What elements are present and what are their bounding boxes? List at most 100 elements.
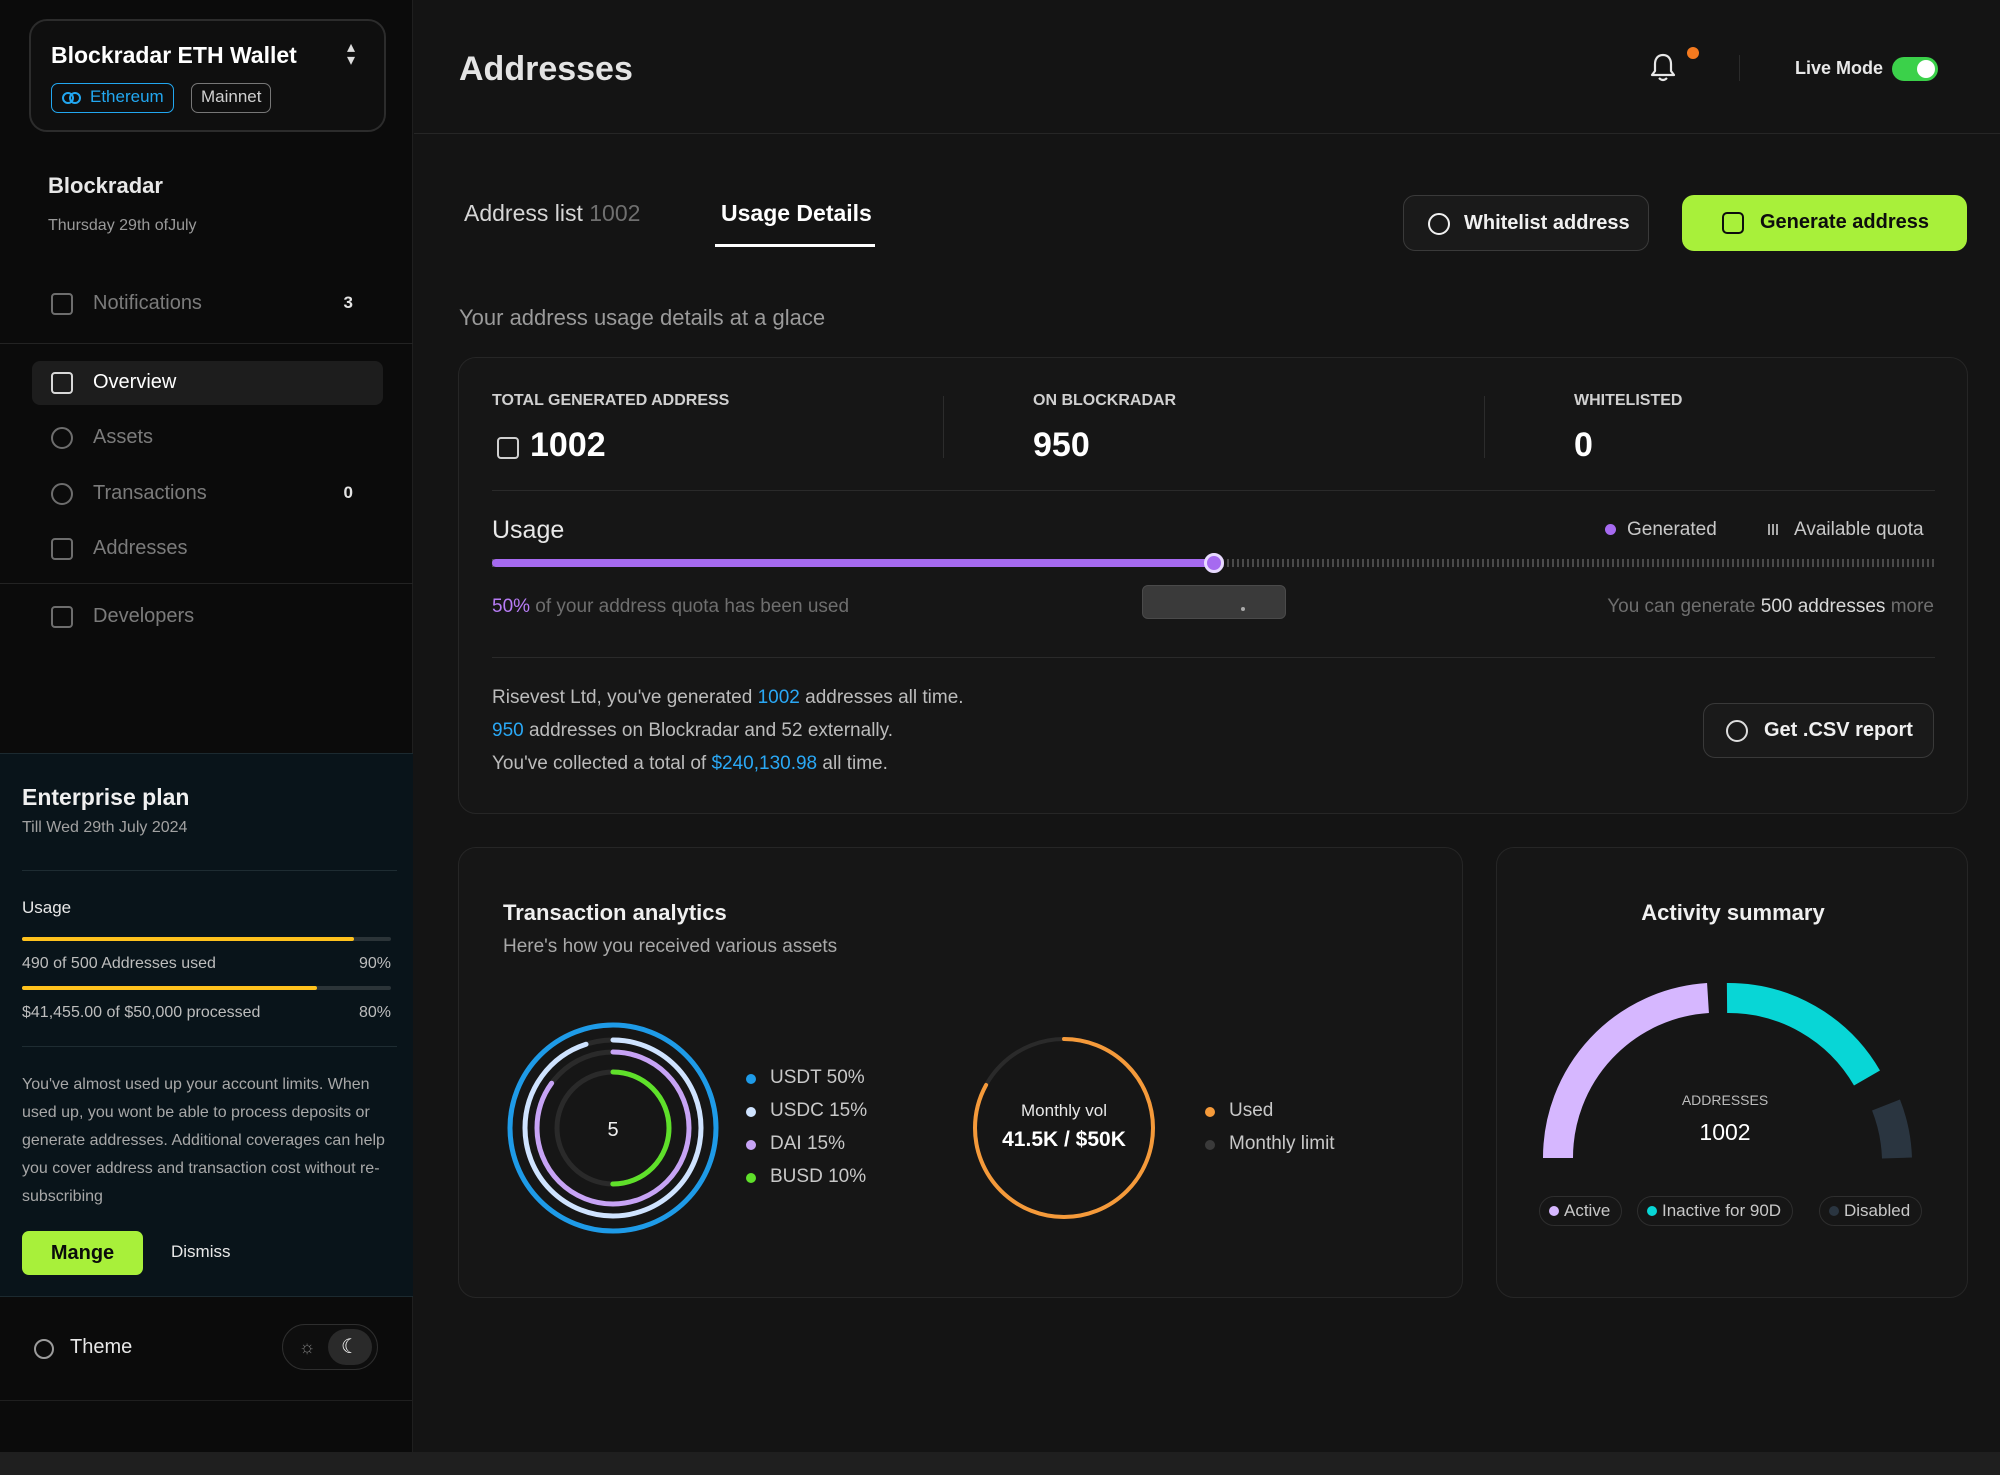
button-label: Generate address <box>1760 211 1929 233</box>
addresses-usage-text: 490 of 500 Addresses used <box>22 955 216 972</box>
divider <box>0 1400 413 1401</box>
legend-usdt: USDT 50% <box>746 1067 865 1089</box>
quota-used-text: 50% of your address quota has been used <box>492 596 849 618</box>
usage-bar-handle[interactable] <box>1203 553 1224 573</box>
org-date: Thursday 29th ofJuly <box>48 217 197 234</box>
divider <box>492 490 1935 491</box>
processed-usage-percent: 80% <box>358 1004 391 1021</box>
monthly-vol-value: 41.5K / $50K <box>1002 1128 1126 1151</box>
network-label: Ethereum <box>90 87 164 106</box>
environment-badge: Mainnet <box>191 83 272 113</box>
generate-address-button[interactable]: Generate address <box>1682 195 1967 251</box>
sidebar-item-assets[interactable]: Assets <box>32 416 383 460</box>
sidebar-item-label: Notifications <box>93 292 202 314</box>
wallet-icon <box>497 437 519 459</box>
usage-card: TOTAL GENERATED ADDRESS 1002 ON BLOCKRAD… <box>458 357 1968 814</box>
sidebar-item-label: Developers <box>93 605 195 627</box>
usage-bar-fill <box>492 559 1214 567</box>
transactions-count: 0 <box>343 483 353 502</box>
plan-expiry: Till Wed 29th July 2024 <box>22 819 188 836</box>
stat-value-whitelisted: 0 <box>1574 426 1593 464</box>
rings-center-value: 5 <box>607 1119 618 1141</box>
page-subtitle: Your address usage details at a glace <box>459 305 826 330</box>
usage-title: Usage <box>492 516 565 544</box>
plan-warning-message: You've almost used up your account limit… <box>22 1076 385 1205</box>
gauge-center-label: ADDRESSES <box>1682 1092 1768 1108</box>
tab-address-list[interactable]: Address list 1002 <box>464 200 640 227</box>
quota-remaining-suffix: more <box>1885 596 1934 617</box>
gauge-center-value: 1002 <box>1699 1119 1750 1145</box>
divider <box>0 343 413 344</box>
header-divider <box>414 133 2000 134</box>
sidebar-item-notifications[interactable]: Notifications 3 <box>32 282 383 326</box>
processed-usage-text: $41,455.00 of $50,000 processed <box>22 1004 261 1021</box>
divider <box>1484 396 1485 458</box>
ring-busd <box>554 1069 672 1187</box>
card-subtitle: Here's how you received various assets <box>503 936 838 957</box>
terminal-icon <box>51 606 73 628</box>
sidebar-item-developers[interactable]: Developers <box>32 595 383 639</box>
addresses-usage-bar <box>22 937 391 941</box>
wallet-name: Blockradar ETH Wallet <box>51 42 297 68</box>
divider <box>22 870 397 871</box>
wallet-icon <box>51 538 73 560</box>
gauge-segment-inactive <box>1726 982 1880 1086</box>
light-mode-icon[interactable]: ☼ <box>298 1337 316 1357</box>
processed-usage-fill <box>22 986 318 990</box>
info-line-collected: You've collected a total of $240,130.98 … <box>492 753 888 774</box>
legend-active: Active <box>1539 1196 1623 1226</box>
divider <box>943 396 944 458</box>
plan-panel: Enterprise plan Till Wed 29th July 2024 … <box>0 753 413 1297</box>
monthly-vol-label: Monthly vol <box>1021 1101 1107 1120</box>
info-line-split: 950 addresses on Blockradar and 52 exter… <box>492 720 894 741</box>
tab-count: 1002 <box>589 200 641 226</box>
divider <box>492 657 1935 658</box>
quota-remaining-prefix: You can generate <box>1607 596 1761 617</box>
bottom-bar <box>0 1452 2000 1475</box>
live-mode-toggle[interactable] <box>1892 57 1938 81</box>
legend-usdc: USDC 15% <box>746 1100 867 1122</box>
divider <box>0 583 413 584</box>
theme-toggle[interactable]: ☼ ☾ <box>282 1324 378 1370</box>
wallet-switcher[interactable]: Blockradar ETH Wallet ▴ ▾ Ethereum Mainne… <box>29 19 386 132</box>
sidebar-item-label: Addresses <box>93 537 188 559</box>
sidebar-item-label: Overview <box>93 371 177 393</box>
manage-button[interactable]: Mange <box>22 1231 143 1275</box>
chevron-up-down-icon[interactable]: ▴ ▾ <box>346 39 356 69</box>
csv-report-button[interactable]: Get .CSV report <box>1703 703 1934 758</box>
sidebar-item-addresses[interactable]: Addresses <box>32 527 383 571</box>
sidebar-item-transactions[interactable]: Transactions 0 <box>32 472 383 516</box>
divider <box>1739 55 1740 81</box>
addresses-usage-percent: 90% <box>358 955 391 972</box>
legend-available-quota: Available quota <box>1768 519 1924 541</box>
legend-generated: Generated <box>1605 519 1717 541</box>
org-name: Blockradar <box>48 173 163 198</box>
processed-usage-bar <box>22 986 391 990</box>
sidebar-item-overview[interactable]: Overview <box>32 361 383 405</box>
eye-icon <box>1428 213 1450 235</box>
sidebar-item-label: Transactions <box>93 482 207 504</box>
sun-icon <box>34 1339 54 1359</box>
quota-used-percent: 50% <box>492 596 531 617</box>
dismiss-button[interactable]: Dismiss <box>171 1242 231 1261</box>
quota-remaining-count: 500 addresses <box>1760 596 1886 617</box>
gauge-segment-active <box>1542 983 1710 1159</box>
sidebar-item-label: Assets <box>93 426 154 448</box>
wallet-icon <box>1722 212 1744 234</box>
legend-busd: BUSD 10% <box>746 1166 866 1188</box>
bell-icon[interactable] <box>1650 52 1676 82</box>
live-mode-label: Live Mode <box>1795 58 1884 78</box>
stat-label-on-blockradar: ON BLOCKRADAR <box>1033 392 1177 409</box>
notification-icon <box>51 293 73 315</box>
tab-usage-details[interactable]: Usage Details <box>721 200 872 226</box>
ring-dai <box>534 1049 692 1207</box>
tab-label: Address list <box>464 200 583 226</box>
dark-mode-icon[interactable]: ☾ <box>328 1329 372 1365</box>
plan-usage-label: Usage <box>22 898 72 917</box>
button-label: Whitelist address <box>1464 212 1630 234</box>
stat-value-total: 1002 <box>530 426 606 464</box>
quota-used-label: of your address quota has been used <box>530 596 850 617</box>
card-title: Transaction analytics <box>503 900 727 925</box>
whitelist-address-button[interactable]: Whitelist address <box>1403 195 1649 251</box>
layout-icon <box>51 372 73 394</box>
